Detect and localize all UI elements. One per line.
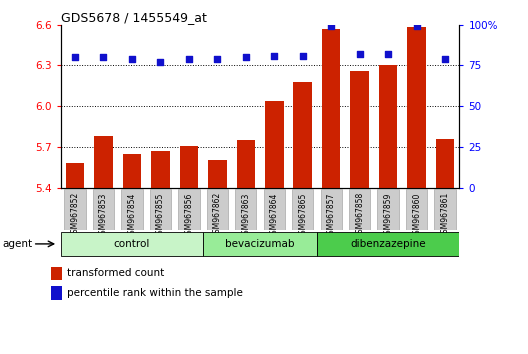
Text: GDS5678 / 1455549_at: GDS5678 / 1455549_at — [61, 11, 206, 24]
Bar — [292, 189, 314, 230]
Bar — [151, 151, 169, 188]
Point — [355, 51, 364, 57]
Text: GSM967862: GSM967862 — [213, 192, 222, 239]
Text: GSM967861: GSM967861 — [441, 192, 450, 239]
Bar — [65, 163, 84, 188]
Bar — [317, 232, 459, 256]
Text: bevacizumab: bevacizumab — [225, 239, 295, 249]
Text: GSM967860: GSM967860 — [412, 192, 421, 239]
Bar — [121, 189, 143, 230]
Text: GSM967857: GSM967857 — [327, 192, 336, 239]
Point — [156, 59, 165, 65]
Bar — [93, 189, 114, 230]
Text: percentile rank within the sample: percentile rank within the sample — [67, 288, 243, 298]
Bar — [320, 189, 342, 230]
Text: GSM967863: GSM967863 — [241, 192, 250, 239]
Bar — [406, 189, 427, 230]
Point — [71, 55, 79, 60]
Text: GSM967856: GSM967856 — [184, 192, 193, 239]
Text: agent: agent — [3, 239, 33, 249]
Text: GSM967859: GSM967859 — [384, 192, 393, 239]
Bar — [263, 189, 285, 230]
Bar — [203, 232, 317, 256]
Bar — [379, 65, 398, 188]
Text: GSM967865: GSM967865 — [298, 192, 307, 239]
Bar — [51, 267, 62, 280]
Bar — [351, 71, 369, 188]
Bar — [94, 136, 112, 188]
Bar — [349, 189, 370, 230]
Text: GSM967855: GSM967855 — [156, 192, 165, 239]
Text: control: control — [114, 239, 150, 249]
Bar — [180, 145, 198, 188]
Bar — [378, 189, 399, 230]
Bar — [64, 189, 86, 230]
Bar — [237, 140, 255, 188]
Bar — [436, 139, 455, 188]
Point — [213, 56, 222, 62]
Point — [185, 56, 193, 62]
Point — [327, 24, 335, 29]
Bar — [208, 160, 227, 188]
Bar — [322, 29, 341, 188]
Text: GSM967852: GSM967852 — [70, 192, 79, 239]
Bar — [178, 189, 200, 230]
Point — [298, 53, 307, 58]
Bar — [122, 154, 141, 188]
Point — [412, 24, 421, 29]
Text: GSM967853: GSM967853 — [99, 192, 108, 239]
Point — [441, 56, 449, 62]
Text: GSM967864: GSM967864 — [270, 192, 279, 239]
Point — [99, 55, 108, 60]
Bar — [435, 189, 456, 230]
Bar — [150, 189, 171, 230]
Point — [384, 51, 392, 57]
Bar — [61, 232, 203, 256]
Bar — [265, 101, 284, 188]
Point — [128, 56, 136, 62]
Point — [270, 53, 278, 58]
Bar — [408, 28, 426, 188]
Text: transformed count: transformed count — [67, 268, 164, 279]
Bar — [235, 189, 257, 230]
Bar — [51, 286, 62, 299]
Text: GSM967854: GSM967854 — [127, 192, 136, 239]
Point — [242, 55, 250, 60]
Text: dibenzazepine: dibenzazepine — [351, 239, 426, 249]
Text: GSM967858: GSM967858 — [355, 192, 364, 239]
Bar — [294, 82, 312, 188]
Bar — [206, 189, 228, 230]
